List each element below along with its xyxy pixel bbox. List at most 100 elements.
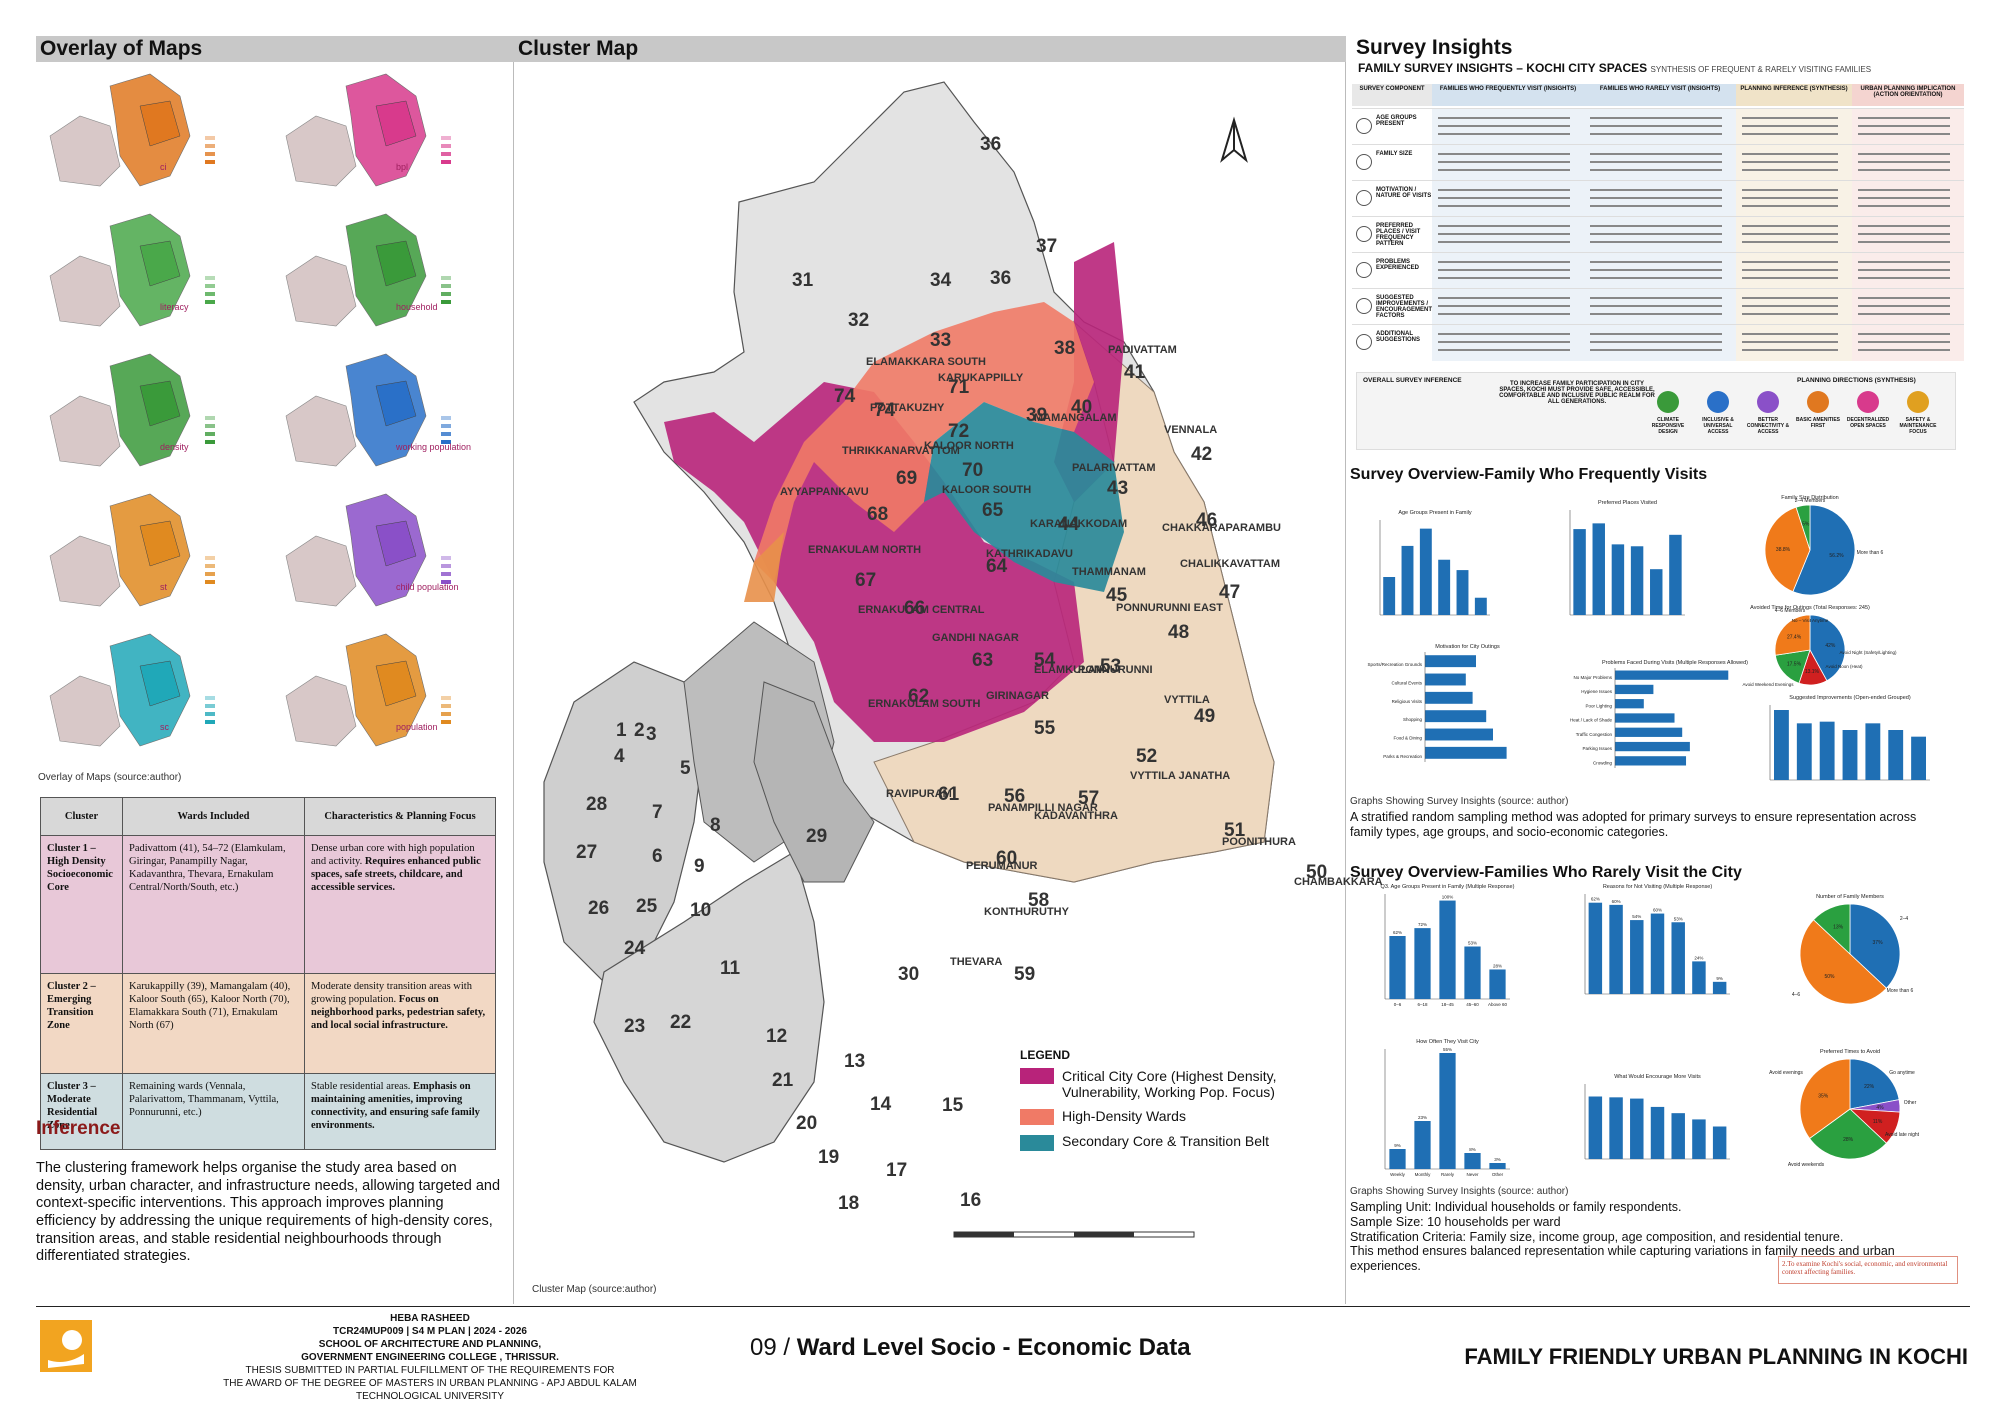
direction-label: INCLUSIVE & UNIVERSAL ACCESS (1702, 417, 1734, 435)
overlay-caption: Overlay of Maps (source:author) (38, 772, 182, 783)
insight-text-line (1742, 233, 1838, 235)
insight-text-line (1742, 269, 1838, 271)
overlay-map-thumb: household (276, 206, 496, 332)
ward-number: 40 (1071, 397, 1093, 418)
insight-text-line (1590, 153, 1722, 155)
bar-data-label: 8% (1469, 1147, 1476, 1152)
bar (1650, 1106, 1665, 1159)
pie-value-label: 5% (1802, 521, 1810, 527)
frequent-visit-charts: Age Groups Present in Family Preferred Pl… (1367, 495, 1930, 781)
bar (1669, 534, 1682, 615)
insight-cell (1736, 181, 1852, 217)
pie-value-label: 27.4% (1787, 634, 1802, 640)
thesis-line-2: THE AWARD OF THE DEGREE OF MASTERS IN UR… (223, 1378, 637, 1402)
chart-title: How Often They Visit City (1416, 1039, 1479, 1045)
direction-icon (1657, 391, 1679, 413)
direction-icon (1807, 391, 1829, 413)
bar (1419, 528, 1432, 615)
ward-number: 14 (870, 1094, 892, 1115)
high-density-zone (754, 302, 1094, 582)
ward-number: 69 (896, 468, 918, 489)
chart-title: Q3. Age Groups Present in Family (Multip… (1381, 884, 1515, 890)
ward-number: 7 (652, 802, 663, 823)
ward-number: 17 (886, 1160, 908, 1181)
insight-text-line (1438, 225, 1570, 227)
bar (1383, 577, 1396, 615)
insight-row-icon (1356, 154, 1372, 170)
insight-row-label: ADDITIONAL SUGGESTIONS (1376, 331, 1421, 343)
pie-value-label: 42% (1825, 643, 1836, 649)
ward-number: 24 (624, 938, 646, 959)
ward-number: 29 (806, 826, 828, 847)
ward-number: 19 (818, 1147, 840, 1168)
insight-row-label: MOTIVATION / NATURE OF VISITS (1376, 187, 1432, 199)
ward-name: AYYAPPANKAVU (780, 486, 869, 498)
overlay-map-thumb: population (276, 626, 496, 752)
bar (1401, 545, 1414, 615)
insight-text-line (1742, 125, 1838, 127)
ward-number: 25 (636, 896, 658, 917)
insight-col-header: FAMILIES WHO RARELY VISIT (INSIGHTS) (1584, 84, 1736, 106)
insight-text-line (1858, 241, 1950, 243)
college-name: GOVERNMENT ENGINEERING COLLEGE , THRISSU… (301, 1352, 559, 1363)
bar-data-label: 100% (1442, 895, 1454, 900)
bar (1425, 691, 1473, 704)
insight-text-line (1438, 261, 1570, 263)
insight-text-line (1590, 297, 1722, 299)
ward-number: 36 (980, 134, 1002, 155)
insight-cell (1852, 145, 1964, 181)
ward-number: 74 (874, 400, 896, 421)
insight-cell (1432, 109, 1584, 145)
insight-text-line (1742, 117, 1838, 119)
ward-number: 58 (1028, 890, 1050, 911)
thesis-line-1: THESIS SUBMITTED IN PARTIAL FULFILLMENT … (245, 1365, 615, 1376)
bar-data-label: 54% (1632, 914, 1641, 919)
ward-name: THEVARA (950, 956, 1003, 968)
ward-number: 15 (942, 1095, 964, 1116)
insight-cell (1852, 253, 1964, 289)
bar-data-label: 53% (1674, 916, 1683, 921)
bar (1609, 1097, 1623, 1159)
overlay-map-thumb: sc (40, 626, 260, 752)
insight-row-label: FAMILY SIZE (1376, 151, 1413, 157)
insight-row: AGE GROUPS PRESENT (1352, 108, 1964, 145)
ward-number: 12 (766, 1026, 788, 1047)
insight-text-line (1590, 349, 1722, 351)
ward-number: 60 (996, 848, 1018, 869)
x-tick-label: Rarely (1441, 1172, 1455, 1177)
ward-name: PONNURUNNI (1078, 664, 1153, 676)
insight-text-line (1590, 233, 1722, 235)
legend-swatch (1020, 1109, 1054, 1126)
overlay-map-shape (285, 213, 451, 327)
bar (1615, 670, 1729, 680)
ward-number: 57 (1078, 788, 1100, 809)
ward-number: 41 (1124, 362, 1146, 383)
north-arrow-icon (1220, 116, 1248, 163)
bar (1650, 913, 1665, 994)
pie-category-label: Avoid evenings (1769, 1070, 1803, 1076)
ward-number: 61 (938, 784, 960, 805)
insight-row-icon (1356, 262, 1372, 278)
rare-title: Survey Overview-Families Who Rarely Visi… (1350, 864, 1742, 881)
direction-label: BASIC AMENITIES FIRST (1796, 417, 1840, 429)
ward-number: 21 (772, 1070, 794, 1091)
insight-row-label: SUGGESTED IMPROVEMENTS / ENCOURAGEMENT F… (1376, 295, 1433, 319)
ward-number: 37 (1036, 236, 1058, 257)
bar-data-label: 24% (1694, 955, 1703, 960)
pie-category-label: 4–6 (1792, 992, 1801, 998)
ward-number: 18 (838, 1193, 860, 1214)
insight-cell (1584, 181, 1736, 217)
insight-text-line (1858, 189, 1950, 191)
chart-title: Problems Faced During Visits (Multiple R… (1602, 660, 1748, 666)
bar (1630, 920, 1644, 994)
insight-text-line (1858, 153, 1950, 155)
overlay-map-label: st (160, 582, 168, 592)
cluster-map-caption: Cluster Map (source:author) (532, 1284, 657, 1295)
ward-number: 72 (948, 421, 970, 442)
bar (1588, 902, 1603, 994)
bar-data-label: 62% (1393, 930, 1402, 935)
bar-data-label: 60% (1653, 908, 1662, 913)
cluster-focus: Stable residential areas. Emphasis on ma… (304, 1073, 496, 1150)
focus-plain: Stable residential areas. (311, 1081, 411, 1092)
insight-col-header: SURVEY COMPONENT (1352, 84, 1432, 106)
